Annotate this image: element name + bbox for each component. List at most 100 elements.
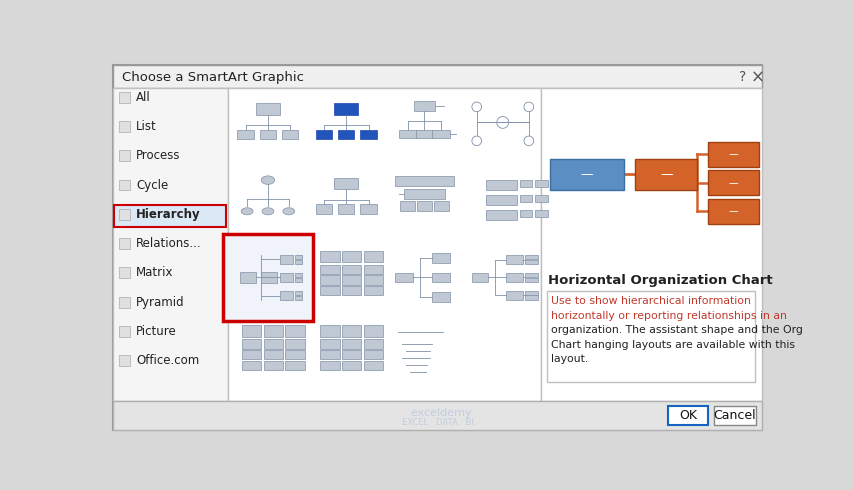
Bar [285,340,305,348]
Text: —: — [728,178,737,188]
Text: Cancel: Cancel [712,409,755,422]
Bar [506,255,522,265]
Text: Office.com: Office.com [136,354,200,367]
Bar [281,129,298,140]
Bar [241,325,261,337]
Bar [432,129,450,138]
Bar [363,340,382,348]
Bar [341,350,361,359]
Bar [114,205,226,227]
Bar [341,361,361,370]
Bar [223,234,312,320]
Bar [285,361,305,370]
Bar [363,286,382,295]
Bar [525,295,537,299]
Text: ×: × [750,68,763,86]
Bar [334,103,357,115]
Bar [485,210,516,220]
Bar [525,260,537,264]
Bar [707,199,757,223]
Bar [334,178,357,189]
Circle shape [472,102,481,112]
Circle shape [472,136,481,146]
Circle shape [524,102,533,112]
Bar [113,88,228,401]
Ellipse shape [262,208,274,215]
Bar [525,255,537,259]
Circle shape [496,117,508,128]
Bar [294,278,302,282]
Bar [241,350,261,359]
Bar [119,268,130,278]
Bar [240,272,256,283]
Bar [519,195,531,202]
Bar [432,293,450,302]
Bar [485,195,516,205]
Text: layout.: layout. [550,354,588,365]
Bar [432,253,450,263]
Bar [341,275,361,285]
Bar [341,340,361,348]
Bar [338,129,354,140]
Bar [113,401,762,430]
Bar [113,65,762,88]
Bar [264,340,282,348]
Text: All: All [136,91,151,104]
Bar [294,296,302,300]
Bar [534,180,547,187]
Text: ?: ? [738,70,745,84]
Text: Choose a SmartArt Graphic: Choose a SmartArt Graphic [122,71,304,84]
Bar [294,255,302,259]
Bar [320,265,339,274]
Bar [237,129,253,140]
Bar [280,291,293,300]
Ellipse shape [261,176,275,184]
Bar [363,325,382,337]
Bar [540,88,762,401]
Bar [341,265,361,274]
Circle shape [524,136,533,146]
Bar [506,273,522,282]
Text: Picture: Picture [136,325,177,338]
Bar [316,129,332,140]
Bar [320,286,339,295]
Bar [363,265,382,274]
Ellipse shape [282,208,294,215]
Text: Horizontal Organization Chart: Horizontal Organization Chart [548,274,772,288]
Ellipse shape [241,208,252,215]
Bar [119,209,130,220]
Text: Pyramid: Pyramid [136,295,184,309]
Bar [241,361,261,370]
Bar [320,350,339,359]
Text: Process: Process [136,149,181,162]
Bar [519,210,531,217]
Bar [341,250,361,262]
Bar [256,103,280,115]
Bar [713,406,755,424]
Text: List: List [136,120,157,133]
Bar [264,350,282,359]
Bar [546,292,754,382]
Bar [285,350,305,359]
Text: organization. The assistant shape and the Org: organization. The assistant shape and th… [550,325,802,335]
Bar [363,250,382,262]
Bar [280,273,293,282]
Bar [320,325,339,337]
Text: EXCEL · DATA · BI: EXCEL · DATA · BI [401,418,473,427]
Bar [360,129,376,140]
Text: OK: OK [678,409,696,422]
Text: —: — [728,206,737,216]
Bar [119,238,130,249]
Bar [341,286,361,295]
Bar [320,275,339,285]
Bar [241,340,261,348]
Bar [707,142,757,167]
Bar [119,297,130,308]
Bar [294,260,302,264]
Bar [534,195,547,202]
Bar [360,204,376,214]
Bar [320,250,339,262]
Bar [294,291,302,295]
Bar [119,326,130,337]
Bar [119,92,130,103]
